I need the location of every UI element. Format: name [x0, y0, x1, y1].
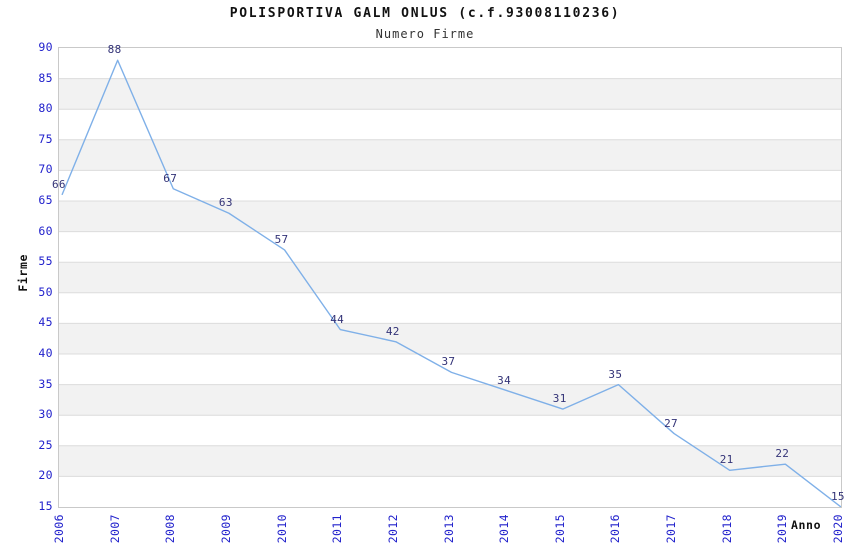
y-tick-label: 50 — [38, 284, 53, 299]
x-tick-label: 2013 — [441, 514, 456, 544]
grid-band — [59, 139, 841, 171]
point-label: 21 — [719, 453, 734, 467]
y-tick-label: 75 — [38, 131, 53, 146]
grid-band — [59, 201, 841, 232]
x-tick-label: 2008 — [163, 514, 178, 544]
point-label: 34 — [497, 373, 511, 387]
chart-subtitle: Numero Firme — [375, 27, 475, 41]
y-tick-label: 90 — [38, 40, 53, 54]
plot-area — [58, 47, 842, 508]
line-chart-svg — [59, 59, 841, 507]
point-label: 42 — [385, 324, 400, 338]
x-tick-label: 2012 — [385, 514, 400, 544]
x-tick-label: 2020 — [831, 514, 845, 544]
y-tick-label: 30 — [38, 407, 53, 422]
point-label: 37 — [441, 355, 456, 369]
y-tick-label: 35 — [38, 376, 53, 391]
y-tick-label: 60 — [38, 223, 53, 238]
x-tick-label: 2014 — [497, 514, 512, 544]
x-tick-label: 2015 — [552, 514, 567, 544]
grid-band — [59, 262, 841, 293]
x-axis-title: Anno — [791, 518, 822, 532]
y-tick-label: 85 — [38, 70, 53, 85]
x-tick-label: 2010 — [274, 514, 289, 544]
grid-band — [59, 323, 841, 354]
point-label: 31 — [552, 392, 567, 406]
series-line — [61, 59, 841, 507]
x-tick-label: 2019 — [775, 514, 790, 544]
point-label: 44 — [330, 312, 345, 326]
point-label: 22 — [775, 447, 790, 461]
point-label: 35 — [608, 367, 623, 381]
point-label: 67 — [163, 171, 178, 185]
y-tick-label: 70 — [38, 162, 53, 177]
point-label: 27 — [664, 416, 678, 430]
x-tick-label: 2016 — [608, 514, 623, 544]
point-label: 66 — [52, 177, 66, 191]
x-tick-label: 2007 — [107, 514, 122, 544]
x-tick-label: 2018 — [719, 514, 734, 544]
y-tick-label: 45 — [38, 315, 53, 330]
grid-band — [59, 384, 841, 416]
x-tick-label: 2006 — [52, 514, 66, 544]
y-tick-label: 25 — [38, 437, 53, 452]
point-label: 88 — [107, 43, 122, 57]
point-label: 63 — [218, 196, 233, 210]
x-tick-label: 2011 — [330, 514, 345, 544]
y-tick-label: 20 — [38, 468, 53, 483]
x-tick-label: 2017 — [664, 514, 679, 544]
x-tick-label: 2009 — [218, 514, 233, 544]
grid-band — [59, 78, 841, 110]
point-label: 15 — [831, 490, 845, 503]
y-tick-label: 15 — [38, 499, 53, 513]
y-tick-label: 55 — [38, 254, 53, 269]
y-tick-label: 40 — [38, 346, 53, 360]
point-label: 57 — [274, 232, 289, 246]
grid-band — [59, 445, 841, 477]
chart-title: POLISPORTIVA GALM ONLUS (c.f.93008110236… — [229, 6, 621, 21]
y-tick-label: 80 — [38, 101, 53, 116]
y-tick-label: 65 — [38, 193, 53, 207]
